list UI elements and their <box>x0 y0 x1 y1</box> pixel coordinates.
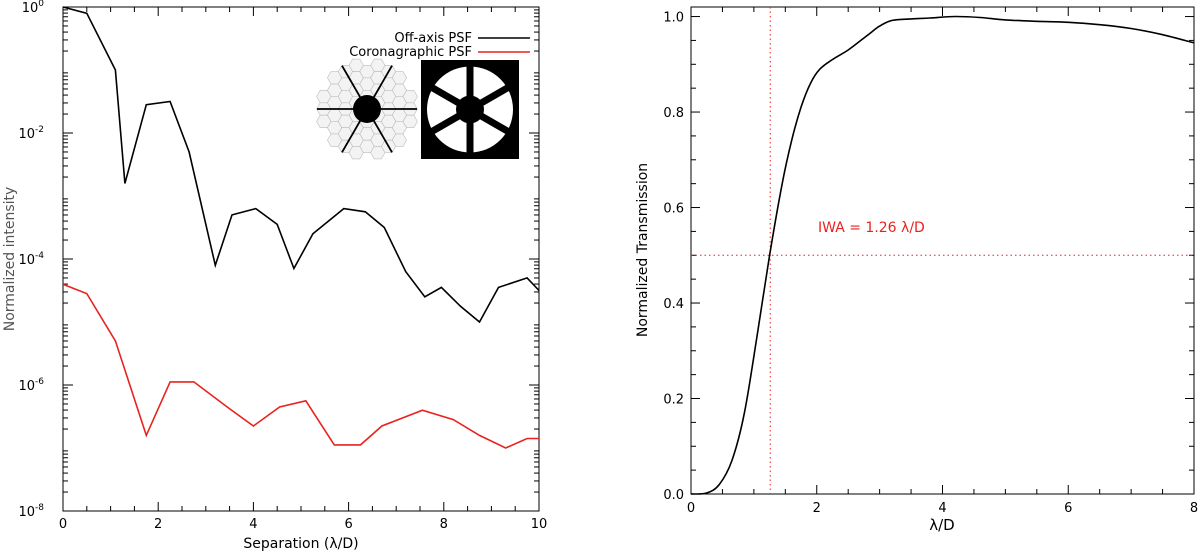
right-y-tick-label: 0.6 <box>663 202 684 217</box>
legend-label: Coronagraphic PSF <box>349 45 472 60</box>
legend-label: Off-axis PSF <box>394 31 472 46</box>
right-x-tick-label: 0 <box>687 501 695 516</box>
segmented-pupil-icon <box>316 58 418 160</box>
left-y-axis-label: Normalized intensity <box>2 187 18 332</box>
right-y-tick-label: 0.0 <box>663 488 684 503</box>
right-y-tick-label: 0.2 <box>663 393 684 408</box>
left-x-tick-label: 6 <box>344 517 352 532</box>
right-x-tick-label: 4 <box>938 501 946 516</box>
left-y-tick-label: 10-4 <box>18 251 44 268</box>
left-y-tick-label: 10-8 <box>18 503 44 520</box>
right-chart: 0 2 4 6 8 0.0 0.2 0.4 0.6 0.8 1.0 IWA = 1.26 λ/D λ… <box>635 6 1198 534</box>
left-chart: 0 2 4 6 8 10 100 10-2 10-4 10-6 10-8 Off-axis PSFC… <box>2 0 547 552</box>
left-x-tick-label: 2 <box>154 517 162 532</box>
left-x-axis-label: Separation (λ/D) <box>243 536 358 552</box>
right-y-tick-label: 0.8 <box>663 106 684 121</box>
iwa-annotation: IWA = 1.26 λ/D <box>818 220 925 236</box>
right-plot-frame <box>690 6 1195 495</box>
off-axis-psf-line <box>62 6 540 324</box>
left-y-tick-label: 10-2 <box>18 125 44 142</box>
right-x-tick-label: 8 <box>1190 501 1198 516</box>
left-x-tick-label: 0 <box>59 517 67 532</box>
right-y-tick-label: 0.4 <box>663 297 684 312</box>
coronagraphic-psf-line <box>62 283 539 449</box>
right-x-axis-label: λ/D <box>929 516 954 534</box>
left-x-tick-label: 8 <box>440 517 448 532</box>
left-x-tick-label: 10 <box>531 517 548 532</box>
left-x-tick-label: 4 <box>249 517 257 532</box>
right-y-axis-label: Normalized Transmission <box>635 163 651 337</box>
pupil-insets <box>316 58 519 160</box>
lyot-stop-icon <box>421 60 519 159</box>
right-x-tick-label: 2 <box>813 501 821 516</box>
left-y-tick-label: 100 <box>22 0 45 16</box>
right-y-tick-label: 1.0 <box>663 11 684 26</box>
left-y-tick-label: 10-6 <box>18 377 44 394</box>
right-x-tick-label: 6 <box>1064 501 1072 516</box>
transmission-curve <box>690 15 1195 495</box>
